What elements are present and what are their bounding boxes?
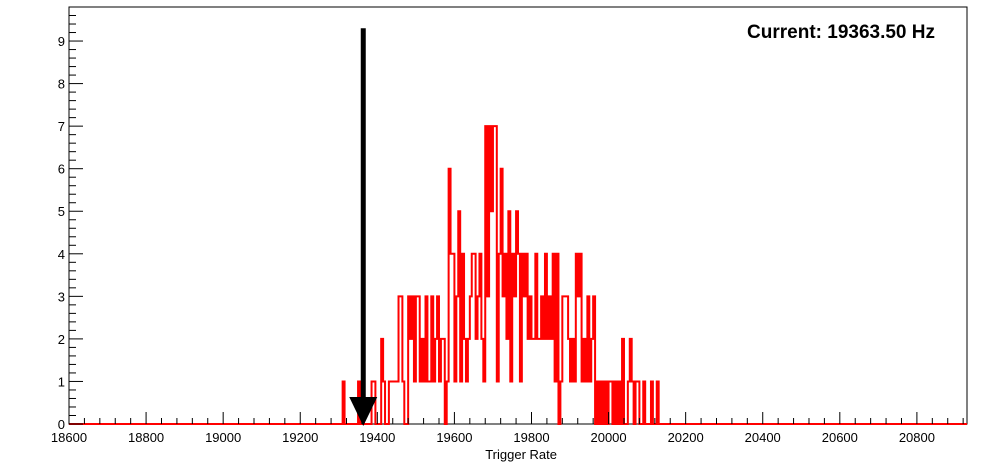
y-tick-label: 9: [58, 34, 65, 49]
y-axis: 0 1 2 3 4 5 6 7 8 9: [58, 6, 83, 432]
x-tick-label: 20400: [745, 430, 781, 445]
plot-frame: [68, 6, 968, 425]
y-tick-label: 2: [58, 332, 65, 347]
x-tick-label: 20600: [822, 430, 858, 445]
x-tick-label: 18800: [128, 430, 164, 445]
x-tick-label: 19800: [513, 430, 549, 445]
y-tick-label: 0: [58, 417, 65, 432]
x-tick-label: 19000: [205, 430, 241, 445]
x-tick-label: 19400: [359, 430, 395, 445]
histogram-layer: [69, 125, 967, 425]
x-tick-label: 19600: [436, 430, 472, 445]
current-rate-label: Current: 19363.50 Hz: [747, 22, 935, 43]
x-axis: 18600 18800 19000 19200 19400 19600 19800 20000…: [51, 412, 964, 445]
x-tick-label: 18600: [51, 430, 87, 445]
current-rate-arrow: [349, 28, 378, 426]
x-tick-label: 19200: [282, 430, 318, 445]
y-tick-label: 4: [58, 247, 65, 262]
y-tick-label: 3: [58, 289, 65, 304]
x-tick-label: 20200: [668, 430, 704, 445]
y-tick-label: 5: [58, 204, 65, 219]
y-tick-label: 1: [58, 374, 65, 389]
histogram-line: [69, 125, 967, 425]
plot-border: [68, 6, 968, 425]
y-tick-label: 6: [58, 162, 65, 177]
y-tick-label: 7: [58, 119, 65, 134]
x-tick-label: 20000: [590, 430, 626, 445]
x-tick-label: 20800: [899, 430, 935, 445]
y-tick-label: 8: [58, 77, 65, 92]
x-axis-title: Trigger Rate: [485, 447, 557, 462]
arrow-head: [349, 397, 378, 426]
